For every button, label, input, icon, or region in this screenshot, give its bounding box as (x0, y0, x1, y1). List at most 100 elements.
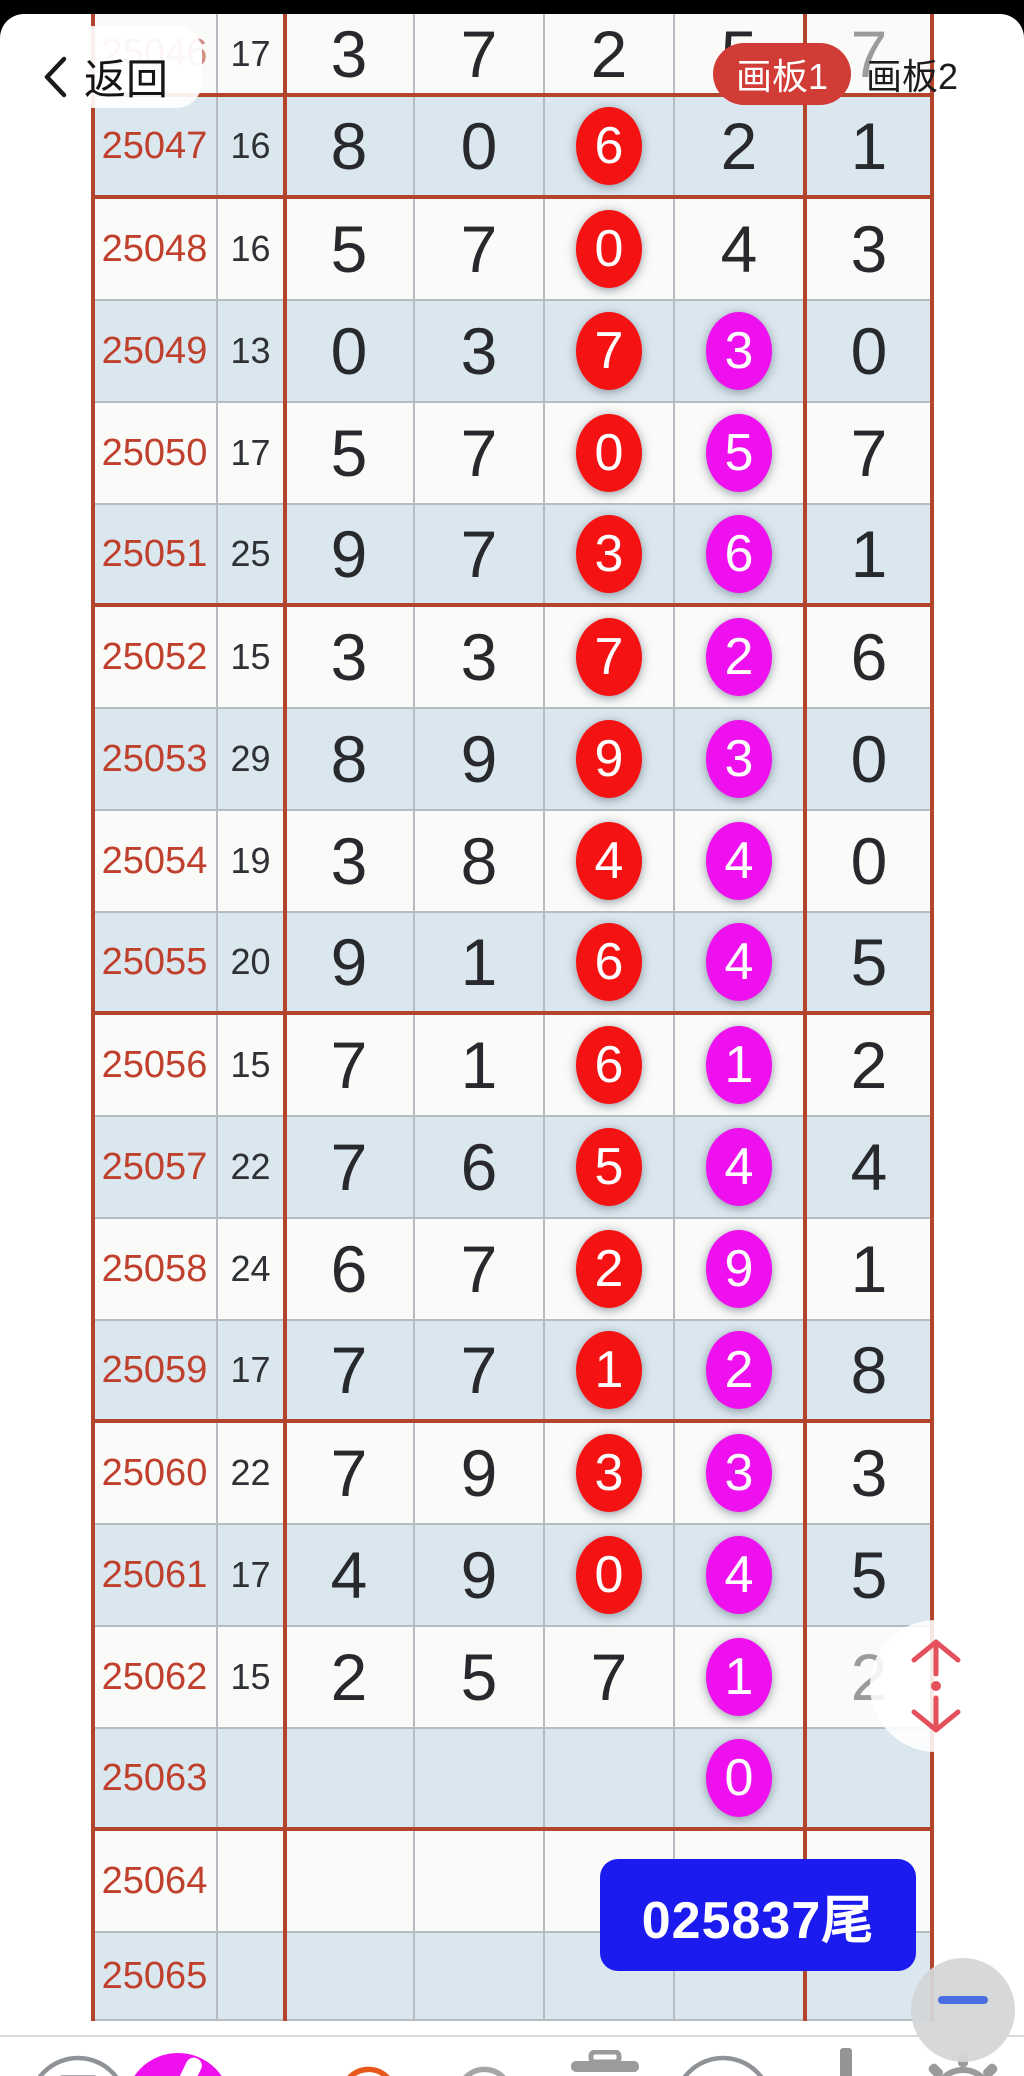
digit-cell[interactable]: 1 (805, 505, 933, 603)
digit-cell[interactable]: 1 (415, 1015, 545, 1115)
tail-annotation-badge[interactable]: 025837尾 (600, 1859, 916, 1971)
digit-cell[interactable]: 4 (675, 913, 805, 1011)
digit-cell[interactable]: 3 (285, 607, 415, 707)
digit-cell[interactable]: 6 (285, 1219, 415, 1319)
scroll-handle[interactable] (870, 1620, 1002, 1752)
digit-cell[interactable]: 3 (285, 14, 415, 93)
tab-board-2[interactable]: 画板2 (866, 43, 958, 105)
digit-cell[interactable]: 2 (545, 1219, 675, 1319)
digit-cell[interactable]: 7 (545, 607, 675, 707)
digit-cell[interactable]: 3 (545, 505, 675, 603)
digit-cell[interactable]: 0 (545, 1525, 675, 1625)
digit-cell[interactable] (545, 1729, 675, 1827)
pen-tool-button[interactable] (122, 2048, 234, 2076)
digit-cell[interactable]: 7 (415, 1219, 545, 1319)
digit-cell[interactable]: 7 (415, 403, 545, 503)
redo-button[interactable] (445, 2050, 525, 2076)
digit-cell[interactable]: 2 (285, 1627, 415, 1727)
tab-board-1[interactable]: 画板1 (713, 43, 851, 105)
digit-cell[interactable]: 7 (545, 1627, 675, 1727)
text-tool-button[interactable]: T (26, 2052, 130, 2076)
digit-cell[interactable]: 7 (805, 403, 933, 503)
digit-cell[interactable]: 9 (285, 505, 415, 603)
digit-cell[interactable] (285, 1933, 415, 2019)
digit-cell[interactable]: 2 (545, 14, 675, 93)
digit-cell[interactable]: 9 (415, 1525, 545, 1625)
digit-cell[interactable] (285, 1831, 415, 1931)
digit-cell[interactable]: 3 (545, 1423, 675, 1523)
digit-cell[interactable]: 5 (285, 199, 415, 299)
digit-cell[interactable]: 6 (545, 97, 675, 195)
digit-cell[interactable]: 4 (545, 811, 675, 911)
digit-cell[interactable]: 5 (415, 1627, 545, 1727)
digit-cell[interactable]: 4 (675, 811, 805, 911)
digit-cell[interactable]: 3 (415, 607, 545, 707)
digit-cell[interactable]: 2 (675, 607, 805, 707)
digit-cell[interactable]: 7 (285, 1321, 415, 1419)
digit-cell[interactable]: 7 (415, 14, 545, 93)
digit-cell[interactable]: 9 (415, 1423, 545, 1523)
digit-cell[interactable] (285, 1729, 415, 1827)
digit-cell[interactable]: 3 (285, 811, 415, 911)
digit-cell[interactable]: 7 (415, 199, 545, 299)
digit-cell[interactable]: 4 (675, 199, 805, 299)
digit-cell[interactable]: 9 (415, 709, 545, 809)
digit-cell[interactable]: 3 (675, 1423, 805, 1523)
digit-cell[interactable]: 0 (805, 301, 933, 401)
digit-cell[interactable]: 7 (285, 1423, 415, 1523)
digit-cell[interactable]: 1 (675, 1015, 805, 1115)
digit-cell[interactable]: 8 (415, 811, 545, 911)
digit-cell[interactable] (415, 1933, 545, 2019)
digit-cell[interactable]: 9 (285, 913, 415, 1011)
undo-button[interactable] (328, 2050, 408, 2076)
digit-cell[interactable]: 4 (675, 1117, 805, 1217)
digit-cell[interactable]: 7 (285, 1015, 415, 1115)
collapse-button[interactable] (911, 1958, 1015, 2062)
digit-cell[interactable]: 0 (545, 199, 675, 299)
digit-cell[interactable]: 3 (805, 199, 933, 299)
digit-cell[interactable]: 0 (805, 709, 933, 809)
digit-cell[interactable]: 8 (805, 1321, 933, 1419)
digit-cell[interactable]: 6 (805, 607, 933, 707)
digit-cell[interactable]: 1 (415, 913, 545, 1011)
digit-cell[interactable]: 5 (805, 913, 933, 1011)
digit-cell[interactable]: 1 (805, 97, 933, 195)
digit-cell[interactable]: 4 (285, 1525, 415, 1625)
digit-cell[interactable]: 1 (675, 1627, 805, 1727)
digit-cell[interactable]: 7 (805, 14, 933, 93)
digit-cell[interactable]: 1 (805, 1219, 933, 1319)
digit-cell[interactable]: 6 (545, 913, 675, 1011)
digit-cell[interactable]: 9 (545, 709, 675, 809)
digit-cell[interactable]: 5 (675, 403, 805, 503)
digit-cell[interactable]: 3 (675, 301, 805, 401)
digit-cell[interactable] (415, 1729, 545, 1827)
digit-cell[interactable]: 7 (415, 505, 545, 603)
digit-cell[interactable]: 3 (415, 301, 545, 401)
delete-button[interactable] (557, 2050, 653, 2076)
digit-cell[interactable]: 5 (805, 1525, 933, 1625)
digit-cell[interactable]: 3 (805, 1423, 933, 1523)
digit-cell[interactable]: 6 (545, 1015, 675, 1115)
digit-cell[interactable]: 4 (805, 1117, 933, 1217)
digit-cell[interactable]: 5 (545, 1117, 675, 1217)
digit-cell[interactable]: 6 (415, 1117, 545, 1217)
digit-cell[interactable]: 3 (675, 709, 805, 809)
letter-a-tool-button[interactable]: A (671, 2052, 775, 2076)
download-button[interactable] (816, 2048, 876, 2076)
digit-cell[interactable]: 7 (285, 1117, 415, 1217)
digit-cell[interactable]: 0 (415, 97, 545, 195)
digit-cell[interactable] (415, 1831, 545, 1931)
digit-cell[interactable]: 2 (675, 1321, 805, 1419)
digit-cell[interactable]: 8 (285, 97, 415, 195)
digit-cell[interactable]: 0 (285, 301, 415, 401)
digit-cell[interactable]: 2 (805, 1015, 933, 1115)
digit-cell[interactable] (545, 1933, 675, 2019)
digit-cell[interactable]: 9 (675, 1219, 805, 1319)
digit-cell[interactable]: 1 (545, 1321, 675, 1419)
digit-cell[interactable]: 8 (285, 709, 415, 809)
digit-cell[interactable]: 0 (545, 403, 675, 503)
digit-cell[interactable]: 6 (675, 505, 805, 603)
digit-cell[interactable]: 4 (675, 1525, 805, 1625)
digit-cell[interactable]: 7 (545, 301, 675, 401)
back-button[interactable]: 返回 (42, 46, 168, 107)
